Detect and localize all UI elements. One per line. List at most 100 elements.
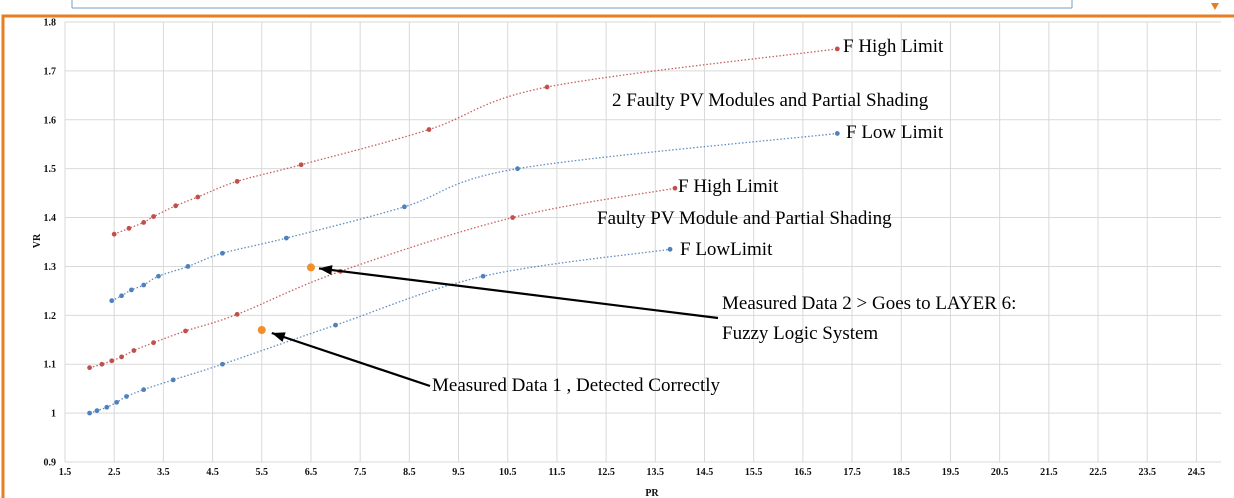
data-point-blue [94, 408, 100, 414]
x-tick-label: 6.5 [305, 467, 318, 478]
x-tick-label: 22.5 [1089, 467, 1107, 478]
annotation-1f-high-limit: F High Limit [678, 176, 779, 197]
data-point-blue [170, 377, 176, 383]
data-points [87, 46, 840, 416]
trendline-red [89, 187, 676, 369]
arrowhead-icon [318, 265, 333, 275]
data-point-blue [480, 273, 486, 279]
data-point-red [151, 214, 156, 219]
annotation-1f-low-limit: F LowLimit [680, 239, 773, 260]
data-point-blue [156, 273, 161, 279]
x-tick-label: 18.5 [893, 467, 911, 478]
x-tick-label: 1.5 [59, 467, 72, 478]
data-point-blue [283, 235, 289, 241]
x-tick-label: 19.5 [942, 467, 960, 478]
annotation-1-faulty-group: Faulty PV Module and Partial Shading [597, 208, 892, 229]
data-point-red [111, 231, 117, 237]
x-tick-label: 23.5 [1138, 467, 1156, 478]
data-point-red [131, 348, 137, 353]
data-point-blue [834, 131, 840, 136]
x-tick-label: 9.5 [452, 467, 465, 478]
x-tick-label: 5.5 [256, 467, 269, 478]
y-tick-label: 1.4 [44, 213, 57, 224]
data-point-red [298, 162, 304, 168]
chart-frame [1, 3, 1234, 498]
data-point-red [173, 203, 179, 209]
data-point-red [544, 84, 550, 90]
annotation-2-faulty-group: 2 Faulty PV Modules and Partial Shading [612, 90, 929, 111]
y-tick-label: 1.6 [44, 115, 57, 126]
x-tick-label: 10.5 [499, 467, 517, 478]
data-point-blue [129, 287, 134, 293]
y-tick-label: 1.3 [44, 262, 57, 273]
y-tick-label: 1.8 [44, 18, 57, 29]
data-point-red [426, 127, 432, 132]
y-axis-title: VR [32, 233, 43, 248]
data-point-blue [185, 264, 191, 269]
frame-marker-icon [1211, 3, 1219, 10]
x-tick-label: 17.5 [843, 467, 861, 478]
y-tick-label: 1.5 [44, 164, 57, 175]
x-tick-label: 14.5 [696, 467, 714, 478]
data-point-red [119, 354, 124, 360]
measured-data-2-label-line1: Measured Data 2 > Goes to LAYER 6: [722, 293, 1016, 314]
x-tick-label: 20.5 [991, 467, 1009, 478]
data-point-red [195, 194, 201, 200]
y-tick-label: 1.2 [44, 311, 57, 322]
top-strip [71, 0, 1073, 9]
x-axis-title: PR [645, 488, 659, 498]
data-point-red [109, 358, 115, 364]
x-tick-label: 12.5 [597, 467, 615, 478]
x-tick-label: 13.5 [647, 467, 665, 478]
y-tick-label: 1 [51, 409, 56, 420]
data-point-blue [141, 387, 147, 393]
data-point-blue [220, 250, 225, 256]
data-point-blue [515, 166, 520, 172]
data-point-blue [124, 394, 129, 399]
arrow-measured-data-2 [318, 267, 719, 320]
data-point-red [141, 220, 147, 225]
x-tick-label: 3.5 [157, 467, 170, 478]
annotation-2f-low-limit: F Low Limit [846, 122, 944, 143]
data-point-blue [667, 246, 673, 252]
data-point-red [834, 46, 840, 52]
data-point-red [99, 361, 105, 367]
measured-data-2-point [306, 263, 315, 272]
data-point-red [126, 225, 132, 231]
x-tick-label: 21.5 [1040, 467, 1058, 478]
arrowhead-icon [271, 332, 286, 342]
data-point-blue [220, 361, 225, 367]
x-tick-label: 7.5 [354, 467, 367, 478]
x-tick-label: 2.5 [108, 467, 121, 478]
data-point-blue [114, 399, 120, 405]
data-point-red [234, 178, 240, 184]
data-point-red [672, 185, 678, 191]
arrows [271, 265, 719, 388]
x-tick-label: 8.5 [403, 467, 416, 478]
x-tick-label: 16.5 [794, 467, 812, 478]
data-point-red [234, 311, 240, 317]
data-point-blue [119, 293, 124, 299]
x-tick-label: 4.5 [206, 467, 219, 478]
data-point-blue [87, 410, 92, 416]
data-point-red [151, 340, 156, 346]
x-tick-label: 15.5 [745, 467, 763, 478]
data-point-red [510, 215, 516, 220]
data-point-red [183, 328, 188, 334]
y-tick-label: 0.9 [44, 458, 57, 469]
trendline-red [113, 48, 838, 235]
arrow-measured-data-1 [271, 331, 431, 388]
data-point-blue [104, 404, 110, 410]
measured-data-1-label: Measured Data 1 , Detected Correctly [432, 375, 721, 396]
measured-data-2-label-line2: Fuzzy Logic System [722, 323, 878, 344]
x-tick-label: 11.5 [548, 467, 565, 478]
annotation-2f-high-limit: F High Limit [843, 36, 944, 57]
data-point-red [87, 365, 92, 371]
y-tick-label: 1.1 [44, 360, 57, 371]
data-point-blue [402, 204, 407, 210]
tick-labels: 1.5 2.5 3.5 4.5 5.5 6.5 7.5 8.5 9.5 10.5 11.5 12.5 1… [44, 18, 1206, 479]
x-tick-label: 24.5 [1188, 467, 1206, 478]
measured-data-1-point [257, 326, 266, 334]
gridlines [64, 21, 1221, 463]
